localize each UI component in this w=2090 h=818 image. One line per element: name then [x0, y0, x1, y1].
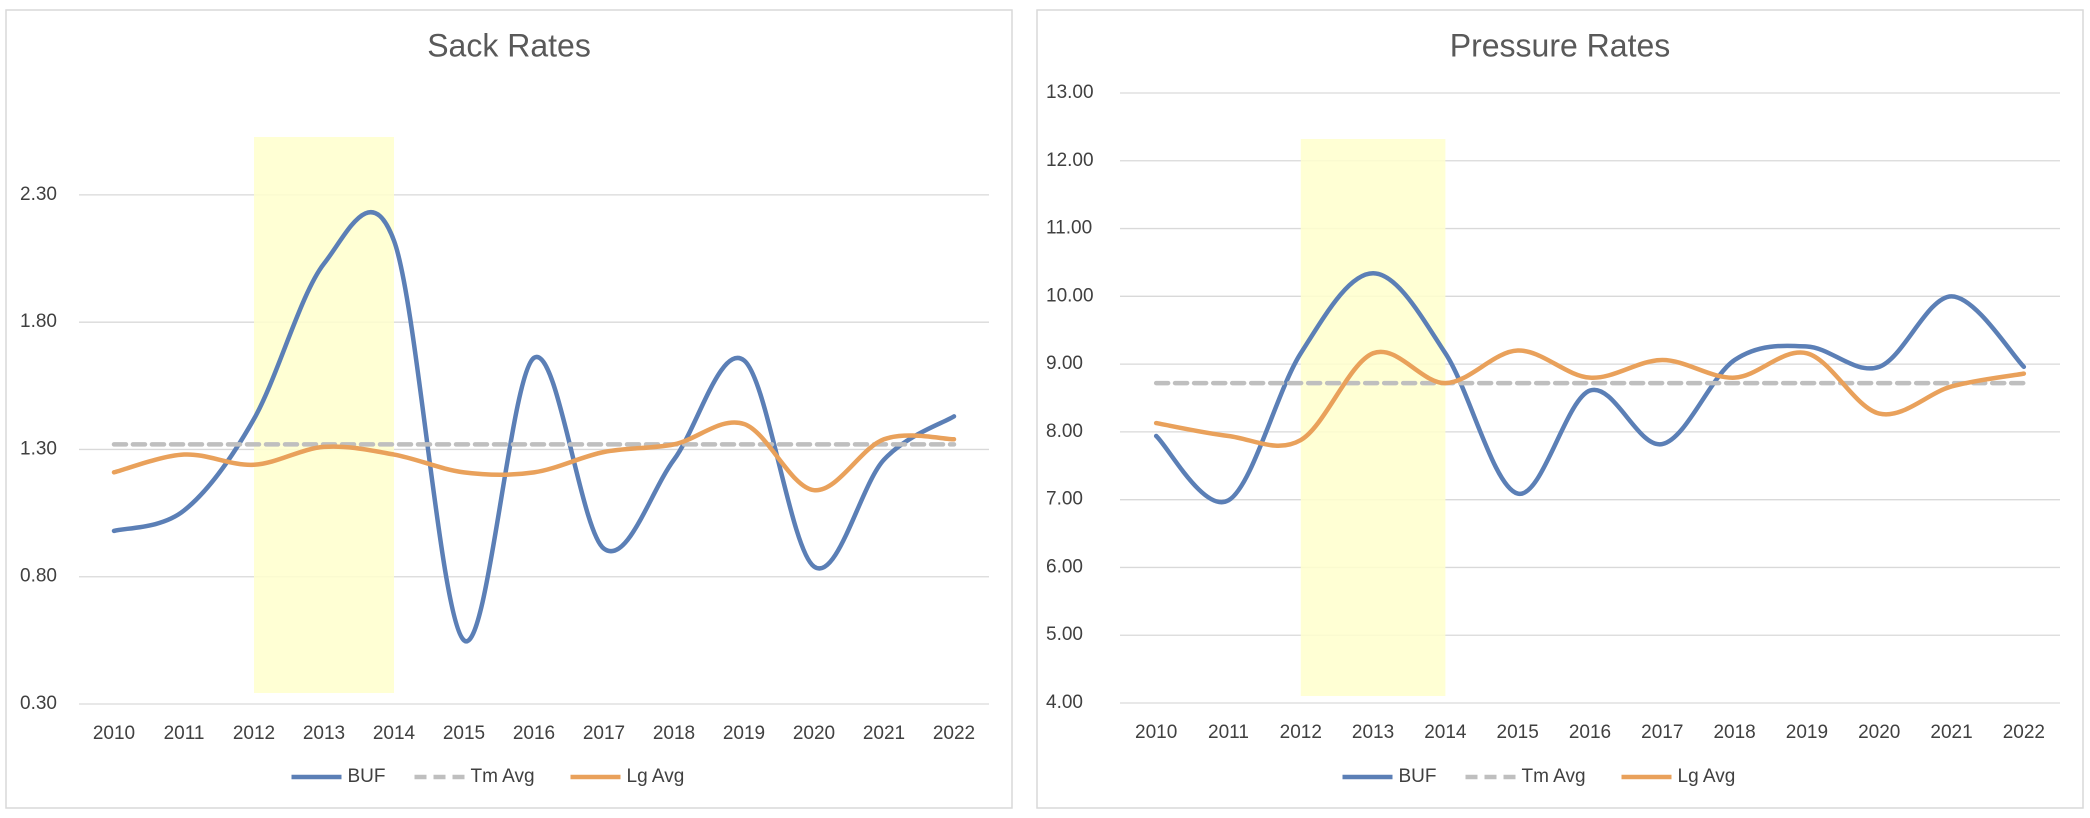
series-line: [1153, 348, 2027, 448]
x-tick-label: 2011: [164, 723, 205, 744]
x-tick-label: 2016: [513, 723, 555, 744]
x-tick-label: 2013: [1352, 722, 1394, 743]
y-tick-label: 8.00: [1046, 421, 1083, 442]
legend-label: Tm Avg: [1522, 766, 1586, 787]
y-tick-label: 6.00: [1046, 556, 1083, 577]
y-tick-label: 11.00: [1046, 218, 1092, 239]
series-line: [111, 420, 957, 493]
x-tick-label: 2022: [2003, 722, 2045, 743]
y-tick-label: 1.80: [20, 311, 57, 332]
chart-frame: [1036, 9, 2084, 809]
legend-label: Tm Avg: [471, 766, 535, 787]
y-tick-label: 4.00: [1046, 692, 1083, 713]
x-tick-label: 2010: [1135, 722, 1177, 743]
x-tick-label: 2022: [933, 723, 975, 744]
x-tick-label: 2019: [723, 723, 765, 744]
x-tick-label: 2015: [1497, 722, 1539, 743]
x-tick-label: 2014: [1424, 722, 1467, 743]
x-tick-label: 2017: [583, 723, 625, 744]
y-tick-label: 5.00: [1046, 624, 1083, 645]
legend-label: BUF: [348, 766, 386, 787]
legend-label: Lg Avg: [627, 766, 685, 787]
x-tick-label: 2012: [233, 723, 275, 744]
x-tick-label: 2016: [1569, 722, 1611, 743]
x-tick-label: 2010: [93, 723, 135, 744]
y-tick-label: 10.00: [1046, 285, 1094, 306]
highlight: [254, 137, 394, 693]
y-tick-label: 7.00: [1046, 489, 1083, 510]
x-tick-label: 2012: [1280, 722, 1322, 743]
y-tick-label: 13.00: [1046, 82, 1094, 103]
y-tick-label: 1.30: [20, 438, 57, 459]
x-tick-label: 2015: [443, 723, 485, 744]
x-tick-label: 2018: [653, 723, 695, 744]
series-line: [111, 210, 957, 644]
x-tick-label: 2011: [1208, 722, 1249, 743]
x-tick-label: 2017: [1641, 722, 1683, 743]
y-tick-label: 9.00: [1046, 353, 1083, 374]
highlight: [1300, 139, 1446, 696]
series-line: [1153, 271, 2027, 505]
x-tick-label: 2014: [373, 723, 416, 744]
x-tick-label: 2021: [863, 723, 905, 744]
chart-title: Pressure Rates: [1450, 27, 1671, 63]
x-tick-label: 2021: [1930, 722, 1972, 743]
y-tick-label: 0.80: [20, 566, 57, 587]
y-tick-label: 2.30: [20, 184, 57, 205]
x-tick-label: 2020: [793, 723, 835, 744]
y-tick-label: 0.30: [20, 693, 57, 714]
chart-title: Sack Rates: [427, 27, 591, 63]
legend-label: Lg Avg: [1678, 766, 1736, 787]
chart-frame: [5, 9, 1013, 809]
legend-label: BUF: [1399, 766, 1437, 787]
x-tick-label: 2013: [303, 723, 345, 744]
y-tick-label: 12.00: [1046, 150, 1094, 171]
x-tick-label: 2018: [1713, 722, 1755, 743]
x-tick-label: 2020: [1858, 722, 1900, 743]
x-tick-label: 2019: [1786, 722, 1828, 743]
